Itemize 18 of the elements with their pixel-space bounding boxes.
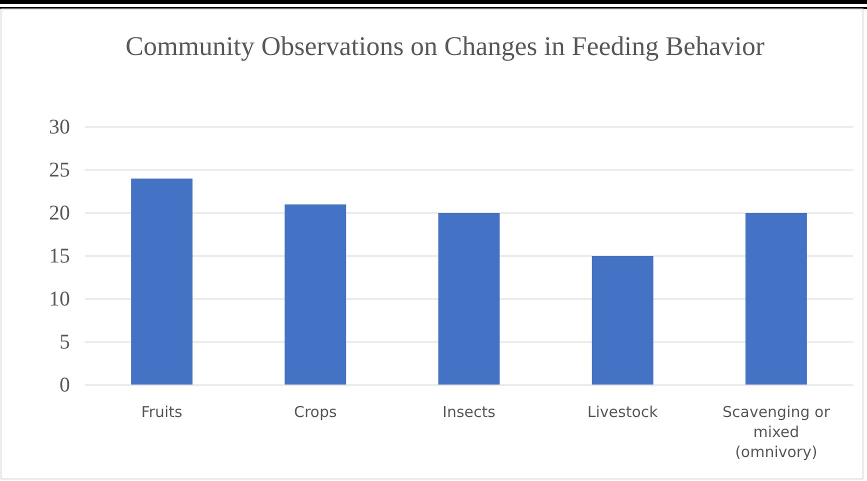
y-tick-label: 5 (60, 330, 70, 354)
bar (592, 256, 654, 385)
y-tick-label: 0 (60, 372, 70, 397)
y-tick-label: 30 (49, 114, 70, 139)
x-tick-label: Insects (442, 403, 496, 421)
y-tick-label: 15 (49, 244, 70, 268)
bar (745, 213, 807, 385)
y-tick-label: 10 (49, 286, 70, 311)
x-tick-label: Scavenging or mixed (omnivory) (722, 403, 831, 461)
bar (131, 178, 193, 385)
bar (284, 204, 346, 385)
y-tick-label: 25 (49, 158, 70, 182)
x-tick-label: Fruits (141, 403, 183, 421)
x-tick-label: Livestock (587, 403, 658, 421)
y-tick-label: 20 (49, 200, 70, 225)
x-tick-label: Crops (294, 403, 337, 421)
chart-title: Community Observations on Changes in Feeding Behavior (126, 31, 764, 61)
bar (438, 213, 500, 385)
